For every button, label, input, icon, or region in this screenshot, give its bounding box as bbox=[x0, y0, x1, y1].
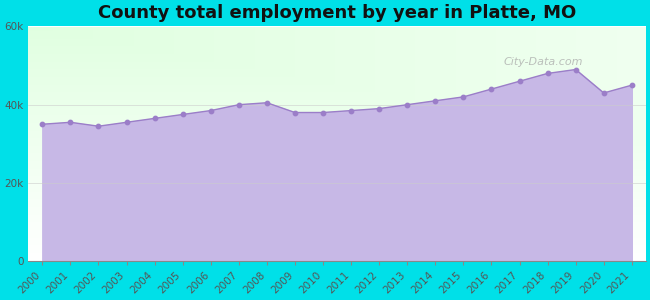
Point bbox=[150, 116, 160, 121]
Text: City-Data.com: City-Data.com bbox=[504, 57, 583, 67]
Point bbox=[571, 67, 581, 72]
Point bbox=[93, 124, 103, 129]
Point bbox=[177, 112, 188, 117]
Point bbox=[65, 120, 75, 125]
Point bbox=[374, 106, 384, 111]
Point bbox=[346, 108, 356, 113]
Point bbox=[290, 110, 300, 115]
Point bbox=[458, 94, 469, 99]
Point bbox=[233, 102, 244, 107]
Title: County total employment by year in Platte, MO: County total employment by year in Platt… bbox=[98, 4, 576, 22]
Point bbox=[262, 100, 272, 105]
Point bbox=[627, 83, 637, 88]
Point bbox=[514, 79, 525, 84]
Point bbox=[402, 102, 413, 107]
Point bbox=[318, 110, 328, 115]
Point bbox=[122, 120, 132, 125]
Point bbox=[542, 71, 552, 76]
Point bbox=[430, 98, 441, 103]
Point bbox=[599, 91, 609, 95]
Point bbox=[205, 108, 216, 113]
Point bbox=[486, 87, 497, 92]
Point bbox=[37, 122, 47, 127]
